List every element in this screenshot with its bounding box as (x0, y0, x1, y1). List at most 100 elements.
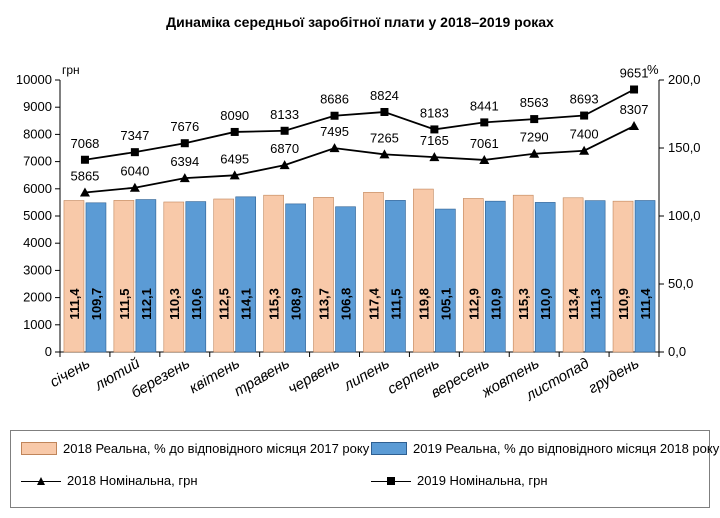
point-value-label: 7068 (70, 136, 99, 151)
bar-value-label: 113,7 (317, 288, 332, 320)
y-left-tick-label: 3000 (23, 262, 52, 277)
square-marker-icon (387, 476, 395, 485)
y-right-tick-label: 0,0 (668, 344, 686, 359)
bar-2018 (313, 197, 334, 353)
bar-2018 (413, 188, 434, 353)
bar-value-label: 105,1 (438, 288, 453, 321)
marker-2018-nominal (229, 170, 240, 180)
marker-2018-nominal (429, 152, 440, 162)
y-right-tick-label: 50,0 (668, 276, 693, 291)
bar-value-label: 111,5 (117, 288, 132, 319)
y-left-tick-label: 2000 (23, 290, 52, 305)
marker-2019-nominal (180, 139, 189, 148)
point-value-label: 6040 (120, 164, 149, 179)
y-left-tick-label: 10000 (16, 72, 52, 87)
legend-label-2018-nominal: 2018 Номінальна, грн (67, 473, 198, 488)
bar-2019 (534, 202, 556, 353)
y-left-tick-label: 5000 (23, 208, 52, 223)
bar-2018 (213, 198, 235, 353)
point-value-label: 8563 (520, 95, 549, 110)
marker-2019-nominal (430, 125, 439, 134)
bar-value-label: 113,4 (566, 287, 581, 320)
bar-2018 (363, 192, 384, 353)
bar-2018 (462, 198, 484, 353)
point-value-label: 9651 (620, 65, 649, 80)
bar-2019 (584, 200, 606, 353)
bar-2018 (612, 200, 634, 353)
bar-value-label: 117,4 (366, 287, 381, 320)
bar-value-label: 119,8 (416, 288, 431, 320)
point-value-label: 8686 (320, 92, 349, 107)
bar-value-label: 110,9 (488, 288, 503, 320)
marker-2018-nominal (279, 160, 290, 170)
y-right-tick-label: 200,0 (668, 72, 701, 87)
marker-2018-nominal (579, 145, 590, 155)
marker-2019-nominal (630, 85, 639, 94)
marker-2018-nominal (179, 173, 190, 183)
bar-2019 (85, 202, 107, 353)
y-right-tick-label: 100,0 (668, 208, 701, 223)
chart-legend: 2018 Реальна, % до відповідного місяця 2… (10, 430, 719, 508)
bar-value-label: 111,4 (638, 288, 653, 320)
legend-item-2018-real: 2018 Реальна, % до відповідного місяця 2… (21, 441, 369, 456)
legend-item-2019-nominal: 2019 Номінальна, грн (371, 473, 548, 488)
point-value-label: 5865 (70, 168, 99, 183)
marker-2019-nominal (280, 126, 289, 135)
bar-value-label: 110,3 (167, 288, 182, 320)
legend-label-2019-nominal: 2019 Номінальна, грн (417, 473, 548, 488)
bar-2019 (185, 201, 207, 353)
bar-value-label: 110,6 (189, 288, 204, 320)
marker-2018-nominal (379, 149, 390, 159)
bar-value-label: 112,9 (466, 288, 481, 320)
bar-2019 (484, 200, 506, 353)
point-value-label: 8133 (270, 107, 299, 122)
bar-2019 (235, 196, 257, 353)
bar-2019 (634, 200, 656, 353)
y-left-tick-label: 7000 (23, 154, 52, 169)
marker-2018-nominal (79, 187, 90, 197)
point-value-label: 8307 (620, 102, 649, 117)
point-value-label: 7061 (470, 136, 499, 151)
legend-label-2018-real: 2018 Реальна, % до відповідного місяця 2… (63, 441, 370, 456)
chart-title: Динаміка середньої заробітної плати у 20… (166, 14, 554, 30)
marker-2019-nominal (580, 111, 589, 120)
point-value-label: 8441 (470, 98, 499, 113)
bar-value-label: 110,0 (538, 288, 553, 320)
marker-2018-nominal (329, 143, 340, 153)
bar-2018 (163, 201, 185, 353)
bar-value-label: 112,5 (217, 288, 232, 320)
point-value-label: 7165 (420, 133, 449, 148)
marker-2019-nominal (530, 115, 539, 124)
marker-2019-nominal (330, 111, 339, 120)
bar-value-label: 108,9 (289, 288, 304, 321)
legend-item-2019-real: 2019 Реальна, % до відповідного місяця 2… (371, 441, 719, 456)
y-right-tick-label: 150,0 (668, 140, 701, 155)
x-category-label: липень (340, 355, 392, 395)
legend-label-2019-real: 2019 Реальна, % до відповідного місяця 2… (413, 441, 720, 456)
marker-2018-nominal (129, 182, 140, 192)
y-left-tick-label: 9000 (23, 99, 52, 114)
point-value-label: 8090 (220, 108, 249, 123)
line-2018-nominal (84, 125, 635, 194)
bar-value-label: 115,3 (516, 288, 531, 320)
x-category-label: травень (231, 355, 292, 400)
point-value-label: 7676 (170, 119, 199, 134)
point-value-label: 6870 (270, 141, 299, 156)
bar-2019 (135, 199, 157, 353)
marker-2019-nominal (230, 127, 239, 136)
y-left-tick-label: 4000 (23, 235, 52, 250)
point-value-label: 6495 (220, 151, 249, 166)
bar-value-label: 111,4 (67, 288, 82, 320)
legend-line-2019-nominal (371, 475, 411, 487)
marker-2019-nominal (380, 107, 389, 116)
bar-value-label: 111,3 (588, 288, 603, 319)
x-category-label: січень (47, 355, 93, 391)
y-left-unit: грн (62, 63, 80, 77)
triangle-marker-icon (37, 476, 45, 485)
x-category-label: грудень (585, 355, 642, 398)
point-value-label: 7347 (120, 128, 149, 143)
point-value-label: 7400 (570, 127, 599, 142)
point-value-label: 6394 (170, 154, 199, 169)
marker-2018-nominal (629, 121, 640, 131)
x-category-label: червень (285, 355, 342, 398)
